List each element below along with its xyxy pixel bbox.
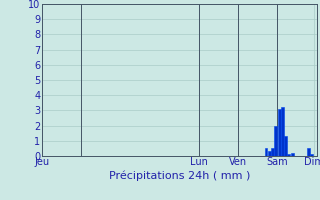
Bar — [278, 109, 281, 156]
Bar — [287, 154, 291, 156]
Bar — [310, 154, 313, 156]
Bar — [291, 153, 294, 156]
Bar — [268, 151, 271, 156]
Bar — [271, 148, 274, 156]
X-axis label: Précipitations 24h ( mm ): Précipitations 24h ( mm ) — [108, 170, 250, 181]
Bar — [274, 126, 277, 156]
Bar — [265, 148, 268, 156]
Bar — [281, 107, 284, 156]
Bar — [307, 148, 310, 156]
Bar — [284, 136, 287, 156]
